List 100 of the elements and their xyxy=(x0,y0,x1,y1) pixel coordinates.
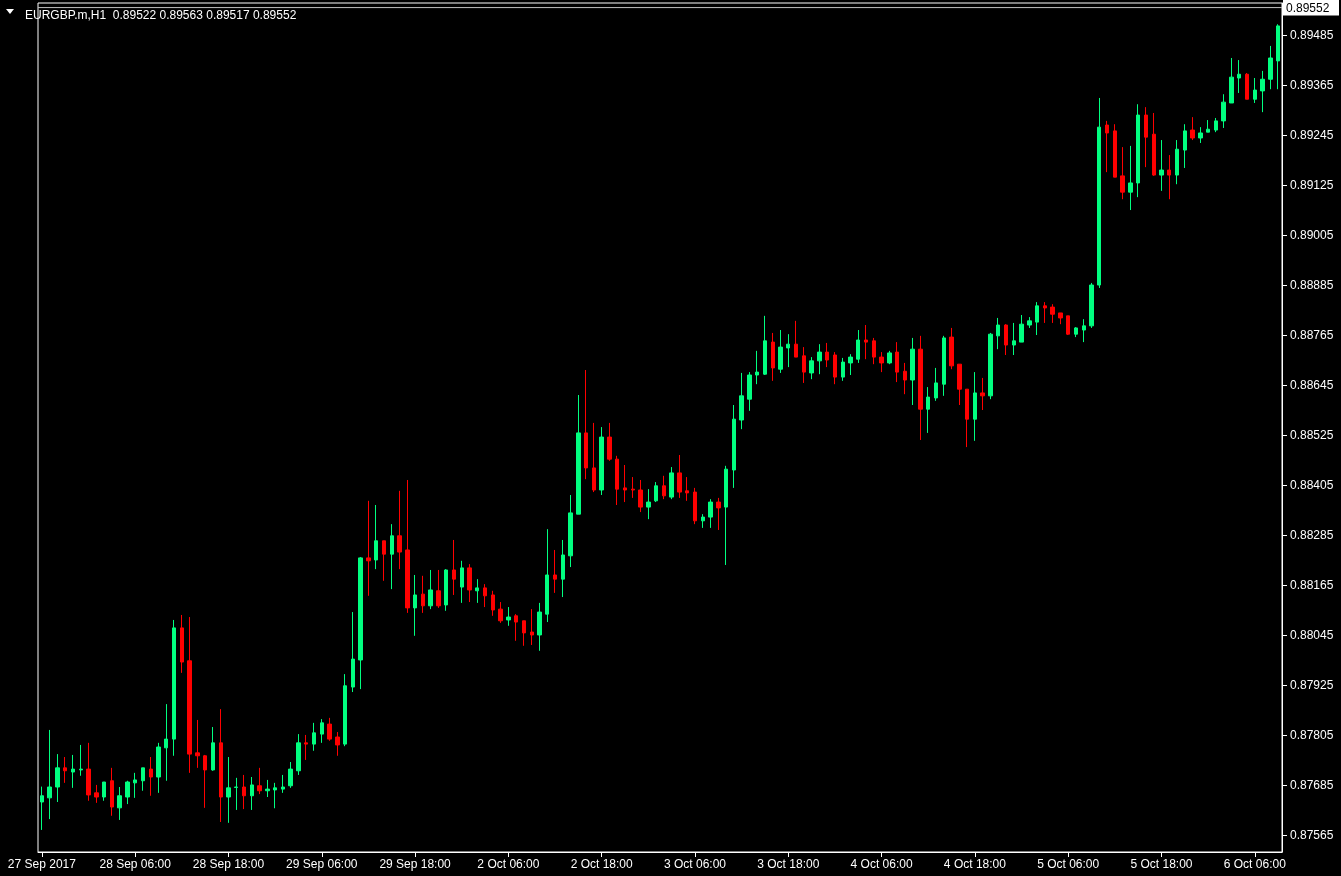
candlestick xyxy=(895,341,899,383)
candlestick xyxy=(708,498,713,529)
candlestick xyxy=(491,590,495,617)
x-tick-label: 5 Oct 06:00 xyxy=(1037,857,1100,871)
candlestick xyxy=(623,464,627,503)
candlestick xyxy=(1190,116,1195,141)
x-tick-label: 27 Sep 2017 xyxy=(7,857,77,871)
candlestick xyxy=(739,372,744,430)
candlestick xyxy=(63,756,67,784)
x-tick-label: 4 Oct 06:00 xyxy=(850,857,913,871)
y-tick-label: 0.88045 xyxy=(1290,628,1334,643)
y-tick-label: 0.87925 xyxy=(1290,678,1334,693)
candlestick xyxy=(1167,154,1171,200)
candlestick xyxy=(1082,318,1086,343)
y-tick-label: 0.88285 xyxy=(1290,528,1334,543)
x-tick-label: 5 Oct 18:00 xyxy=(1130,857,1193,871)
candlestick xyxy=(1175,139,1179,185)
candlestick xyxy=(55,753,60,803)
candlestick xyxy=(149,756,153,797)
candlestick xyxy=(1245,72,1249,100)
candlestick xyxy=(1074,326,1078,338)
candlestick xyxy=(117,786,122,821)
candlestick xyxy=(802,346,806,384)
candlestick xyxy=(561,539,565,598)
y-tick-label: 0.88765 xyxy=(1290,328,1334,343)
candlestick xyxy=(1027,316,1032,329)
candlestick xyxy=(234,777,238,811)
y-tick-label: 0.89245 xyxy=(1290,128,1334,143)
candlestick xyxy=(763,315,767,376)
candlestick xyxy=(1105,120,1109,173)
candlestick xyxy=(405,479,410,614)
candlestick xyxy=(1214,117,1218,133)
candlestick xyxy=(1198,126,1203,144)
candlestick xyxy=(817,343,822,375)
candlestick xyxy=(1089,282,1094,329)
candlestick xyxy=(537,602,542,652)
candlestick xyxy=(942,335,946,397)
x-tick-label: 28 Sep 18:00 xyxy=(192,857,265,871)
x-tick-label: 28 Sep 06:00 xyxy=(99,857,172,871)
candlestick xyxy=(903,362,907,395)
candlestick xyxy=(778,329,783,374)
candlestick xyxy=(755,350,759,385)
candlestick xyxy=(397,490,402,570)
candlestick xyxy=(1012,322,1016,356)
candlestick xyxy=(351,611,355,693)
candlestick xyxy=(864,324,868,360)
candlestick xyxy=(320,718,324,744)
x-tick-label: 29 Sep 06:00 xyxy=(286,857,358,871)
candlestick xyxy=(1253,77,1257,104)
y-tick-label: 0.87565 xyxy=(1290,828,1334,843)
candlestick xyxy=(1035,301,1039,336)
candlestick xyxy=(296,733,301,776)
candlestick xyxy=(47,729,52,820)
candlestick xyxy=(444,568,448,612)
candlestick xyxy=(312,722,316,752)
candlestick xyxy=(553,549,557,594)
candlestick xyxy=(724,465,728,566)
candlestick xyxy=(358,556,363,690)
x-tick-label: 6 Oct 06:00 xyxy=(1223,857,1287,871)
candlestick xyxy=(265,779,270,798)
candlestick xyxy=(460,560,464,604)
candlestick xyxy=(918,335,923,441)
candlestick xyxy=(786,333,790,368)
candlestick xyxy=(421,575,425,614)
candlestick xyxy=(514,613,518,642)
candlestick xyxy=(1159,139,1164,192)
x-tick-label: 4 Oct 18:00 xyxy=(943,857,1007,871)
candlestick xyxy=(1237,59,1241,94)
x-tick-label: 2 Oct 06:00 xyxy=(477,857,540,871)
candlestick xyxy=(1183,123,1187,169)
y-tick-label: 0.89485 xyxy=(1290,28,1334,43)
candlestick xyxy=(646,488,651,520)
candlestick xyxy=(327,717,332,742)
candlestick xyxy=(110,767,114,817)
candlestick xyxy=(1260,70,1265,113)
candlestick xyxy=(1152,112,1156,177)
candlestick xyxy=(584,369,588,480)
candlestick xyxy=(366,500,371,597)
candlestick xyxy=(716,497,721,531)
candlestick xyxy=(654,481,658,503)
candlestick xyxy=(988,332,993,400)
candlestick xyxy=(926,386,930,434)
candlestick xyxy=(203,754,207,809)
candlestick xyxy=(841,357,845,382)
candlestick xyxy=(1004,323,1008,356)
candlestick xyxy=(677,454,682,499)
candlestick xyxy=(1229,57,1234,104)
candlestick xyxy=(1206,119,1210,133)
y-tick-label: 0.87685 xyxy=(1290,778,1334,793)
candlestick xyxy=(250,776,254,811)
candlestick xyxy=(195,719,200,769)
candlestick xyxy=(848,353,853,376)
x-tick-label: 3 Oct 18:00 xyxy=(757,857,820,871)
candlestick xyxy=(662,475,666,500)
candlestick xyxy=(1050,303,1055,324)
candlestick xyxy=(288,761,293,789)
candlestick xyxy=(79,744,83,777)
candlestick xyxy=(1144,106,1148,168)
candlestick xyxy=(1221,93,1226,129)
candlestick xyxy=(1120,146,1125,200)
